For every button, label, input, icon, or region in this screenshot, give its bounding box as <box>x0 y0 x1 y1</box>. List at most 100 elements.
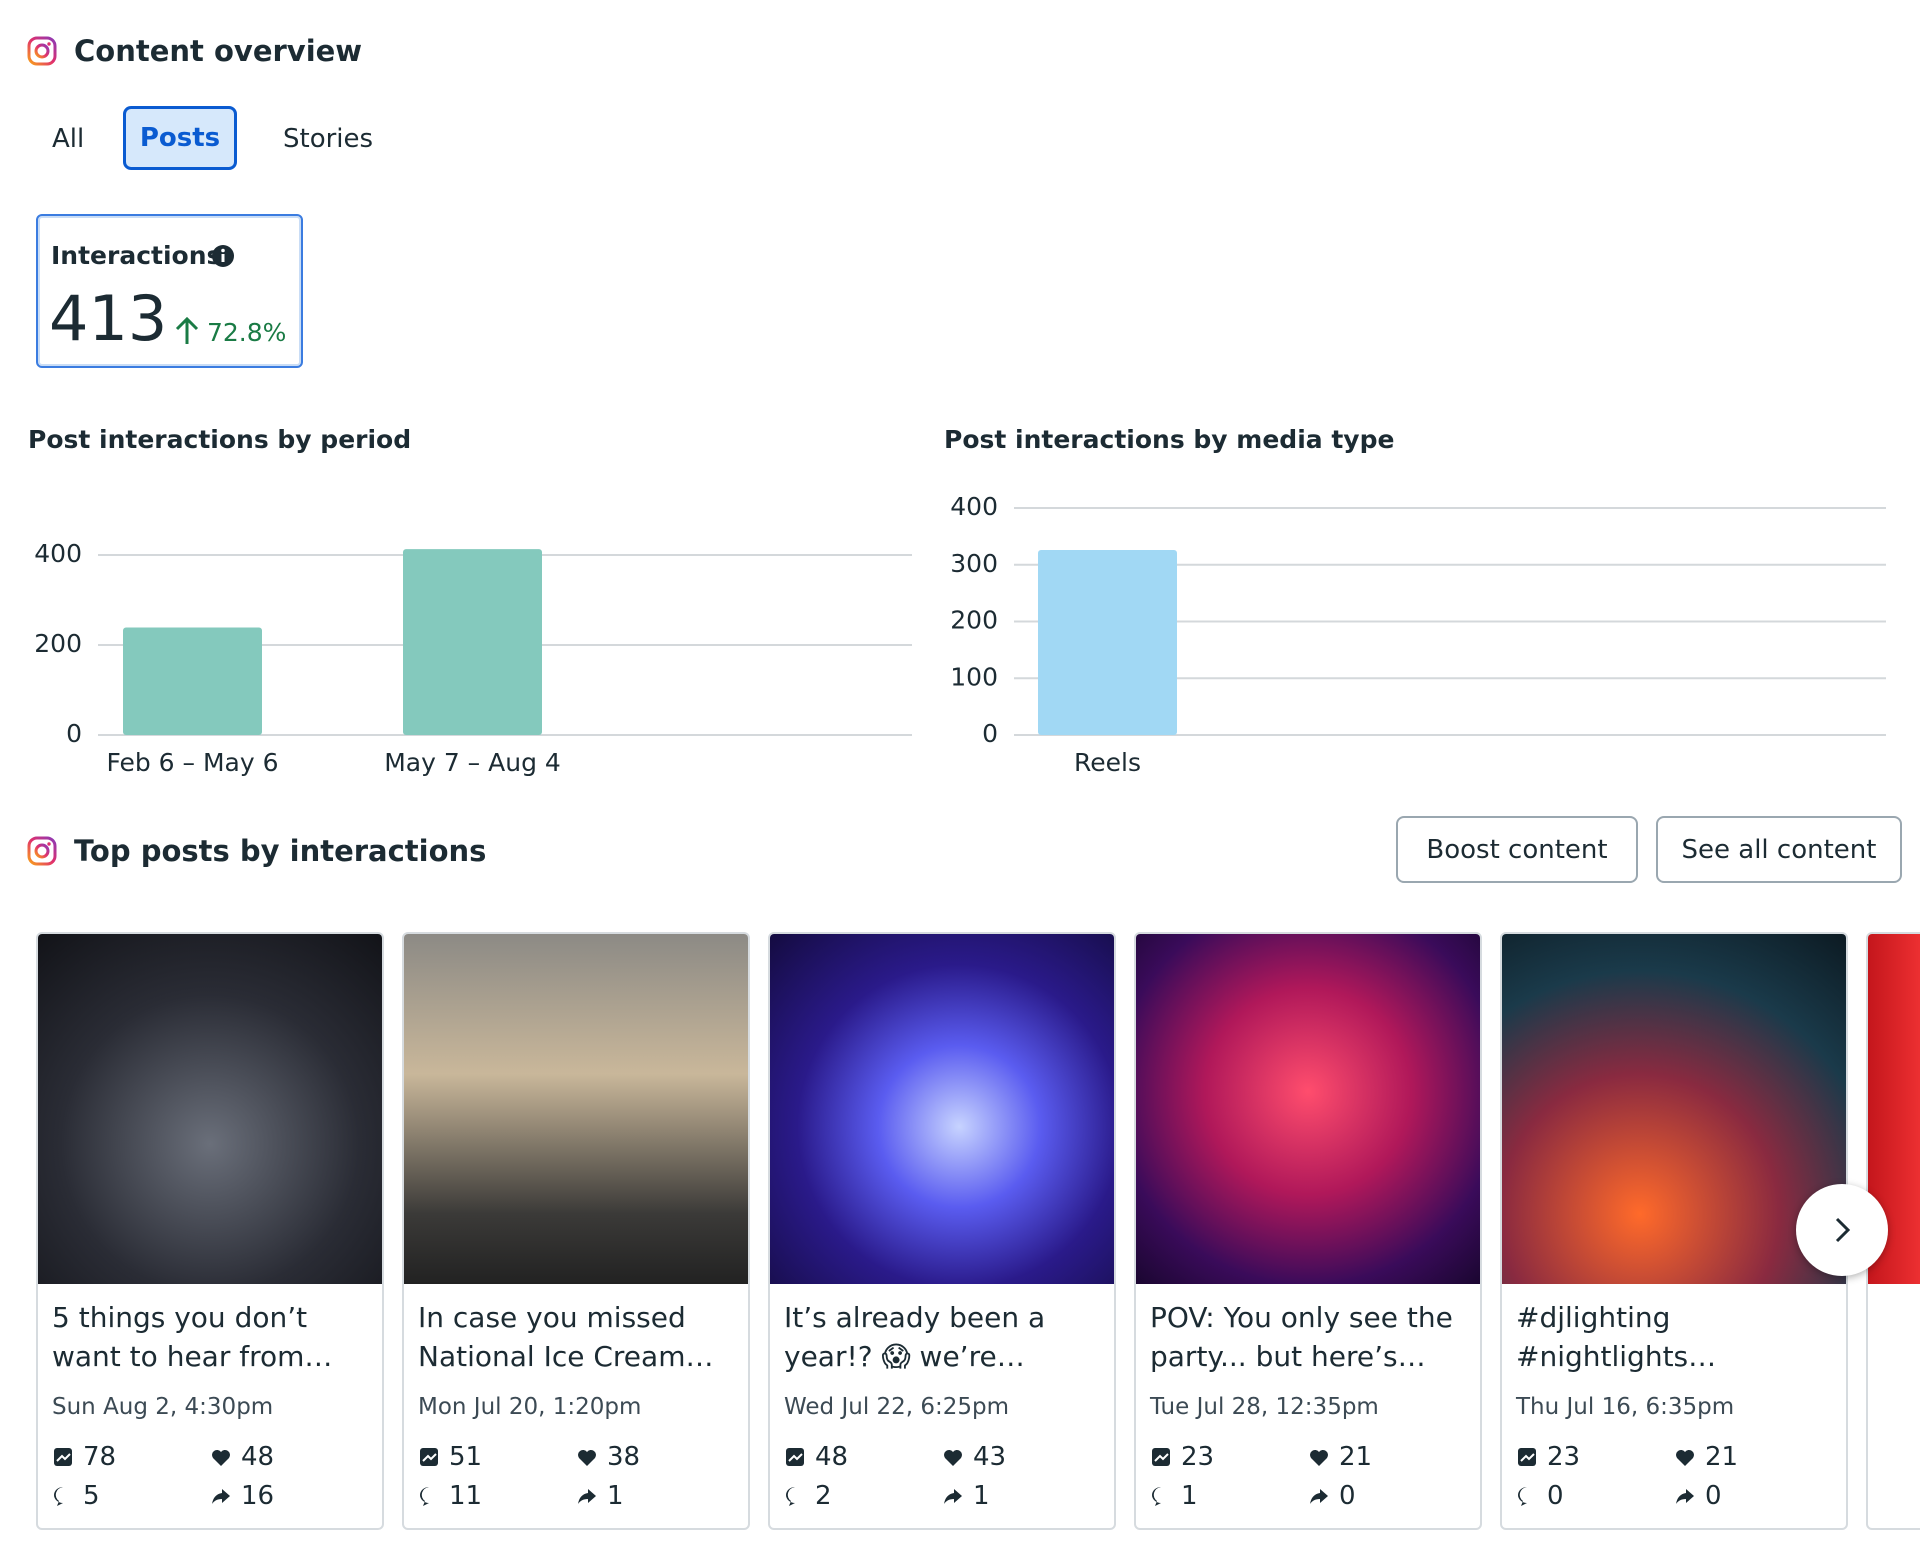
post-date: Sun Aug 2, 4:30pm <box>52 1394 274 1420</box>
x-tick-label: Reels <box>1074 748 1141 777</box>
comments-icon <box>420 1487 429 1506</box>
y-tick-label: 200 <box>34 629 82 658</box>
likes-icon <box>944 1450 962 1466</box>
post-card[interactable]: #djlighting #nightlights #nightlif… Thu J… <box>1500 932 1848 1530</box>
up-arrow <box>175 316 199 344</box>
post-likes: 38 <box>576 1442 640 1472</box>
reach-icon <box>1518 1448 1536 1466</box>
comments-count: 11 <box>449 1481 483 1511</box>
y-tick-label: 0 <box>66 719 82 748</box>
chart-title: Post interactions by period <box>28 425 411 454</box>
page-title: Content overview <box>74 34 363 68</box>
metric-label: Interactions <box>51 241 222 270</box>
shares-icon <box>578 1489 596 1504</box>
tab[interactable]: All <box>52 124 85 154</box>
tab-active[interactable]: Posts <box>123 106 237 170</box>
post-likes: 48 <box>210 1442 274 1472</box>
post-reach: 48 <box>784 1442 848 1472</box>
y-tick-label: 300 <box>950 549 998 578</box>
likes-count: 38 <box>607 1442 641 1472</box>
post-date: Thu Jul 16, 6:35pm <box>1516 1394 1735 1420</box>
post-likes: 21 <box>1674 1442 1738 1472</box>
shares-count: 0 <box>1339 1481 1356 1511</box>
post-reach: 51 <box>418 1442 482 1472</box>
reach-count: 51 <box>449 1442 483 1472</box>
post-comments: 1 <box>1150 1481 1198 1511</box>
next-button[interactable] <box>1796 1184 1888 1276</box>
x-tick-label: May 7 – Aug 4 <box>384 748 561 777</box>
comments-icon <box>54 1487 63 1506</box>
shares-count: 1 <box>973 1481 990 1511</box>
comments-count: 0 <box>1547 1481 1564 1511</box>
bar <box>403 549 542 735</box>
bar <box>1038 549 1177 735</box>
post-caption: In case you missed National Ice Cream… <box>418 1301 714 1373</box>
post-thumbnail <box>1136 934 1480 1284</box>
metric-change: 72.8% <box>207 318 287 347</box>
post-thumbnail <box>404 934 748 1284</box>
y-tick-label: 200 <box>950 606 998 635</box>
reach-icon <box>54 1448 72 1466</box>
post-shares: 16 <box>210 1481 274 1511</box>
post-thumbnail <box>770 934 1114 1284</box>
post-caption: 5 things you don’t want to hear from you… <box>52 1301 308 1373</box>
comments-icon <box>1518 1487 1527 1506</box>
section-title: Top posts by interactions <box>74 834 487 868</box>
shares-icon <box>944 1489 962 1504</box>
likes-count: 43 <box>973 1442 1007 1472</box>
likes-icon <box>1676 1450 1694 1466</box>
likes-icon <box>1310 1450 1328 1466</box>
info-icon <box>212 245 234 267</box>
instagram-icon <box>27 36 57 66</box>
post-likes: 43 <box>942 1442 1006 1472</box>
bar <box>123 627 262 735</box>
post-date: Tue Jul 28, 12:35pm <box>1150 1394 1379 1420</box>
shares-count: 0 <box>1705 1481 1722 1511</box>
post-shares: 0 <box>1674 1481 1722 1511</box>
post-shares: 1 <box>942 1481 990 1511</box>
comments-icon <box>786 1487 795 1506</box>
x-tick-label: Feb 6 – May 6 <box>106 748 278 777</box>
post-card[interactable]: POV: You only see the party... but here’… <box>1134 932 1482 1530</box>
comments-icon <box>1152 1487 1161 1506</box>
reach-icon <box>420 1448 438 1466</box>
boost-button[interactable]: Boost content <box>1396 816 1638 883</box>
see-all-button[interactable]: See all content <box>1656 816 1902 883</box>
tab[interactable]: Stories <box>283 124 374 154</box>
y-tick-label: 400 <box>34 539 82 568</box>
charts: Post interactions by period 0 200 400 Feb 6 … <box>28 425 1886 777</box>
instagram-icon <box>27 836 57 866</box>
post-date: Wed Jul 22, 6:25pm <box>784 1394 1010 1420</box>
shares-count: 16 <box>241 1481 275 1511</box>
post-reach: 23 <box>1516 1442 1580 1472</box>
likes-icon <box>212 1450 230 1466</box>
post-card[interactable]: It’s already been a year!? 😱 we’re deep…… <box>768 932 1116 1530</box>
post-shares: 1 <box>576 1481 624 1511</box>
post-thumbnail <box>1502 934 1846 1284</box>
post-reach: 78 <box>52 1442 116 1472</box>
chevron <box>1835 1217 1851 1243</box>
post-caption: POV: You only see the party... but here’… <box>1150 1301 1453 1373</box>
reach-icon <box>786 1448 804 1466</box>
post-date: Mon Jul 20, 1:20pm <box>418 1394 642 1420</box>
post-shares: 0 <box>1308 1481 1356 1511</box>
comments-count: 5 <box>83 1481 100 1511</box>
shares-icon <box>212 1489 230 1504</box>
post-card[interactable]: 5 things you don’t want to hear from you… <box>36 932 384 1530</box>
shares-count: 1 <box>607 1481 624 1511</box>
likes-count: 21 <box>1705 1442 1739 1472</box>
y-tick-label: 400 <box>950 492 998 521</box>
likes-count: 21 <box>1339 1442 1373 1472</box>
reach-count: 23 <box>1547 1442 1581 1472</box>
post-card[interactable]: In case you missed National Ice Cream… Mo… <box>402 932 750 1530</box>
post-comments: 5 <box>52 1481 100 1511</box>
reach-count: 78 <box>83 1442 117 1472</box>
metric-value: 413 <box>49 282 168 355</box>
shares-icon <box>1676 1489 1694 1504</box>
y-tick-label: 0 <box>982 719 998 748</box>
metric-card[interactable]: Interactions 413 72.8% <box>36 214 303 368</box>
reach-icon <box>1152 1448 1170 1466</box>
y-tick-label: 100 <box>950 662 998 691</box>
post-caption: #djlighting #nightlights #nightlif… <box>1516 1301 1689 1373</box>
